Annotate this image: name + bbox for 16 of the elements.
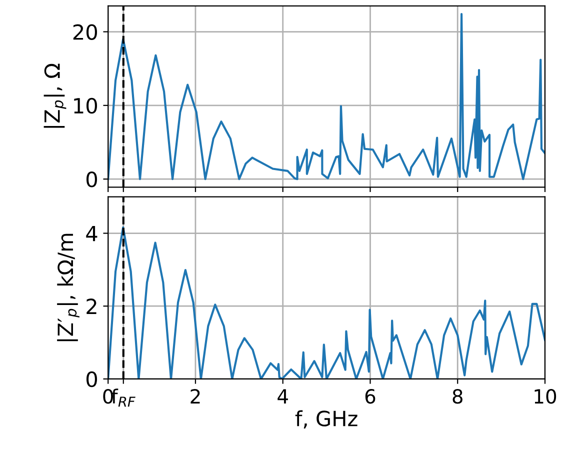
x-tick-label: 2 <box>190 389 200 404</box>
y-axis-title: |Z′$_{p}$|, kΩ/m <box>57 234 80 342</box>
x-tick-label: 6 <box>365 389 376 404</box>
x-tick-label: 10 <box>534 389 556 404</box>
x-tick-label: 8 <box>452 389 462 404</box>
y-tick-label: 0 <box>86 172 97 188</box>
x-tick-label: 0 <box>103 389 113 404</box>
y-tick-label: 0 <box>86 371 97 388</box>
y-tick-label: 10 <box>74 98 97 114</box>
x-tick-label: 4 <box>278 389 288 404</box>
y-tick-label: 4 <box>86 226 98 242</box>
x-axis-title: f, GHz <box>295 410 358 429</box>
y-tick-label: 2 <box>86 298 96 314</box>
x-tick-label: f$_{RF}$ <box>111 388 136 407</box>
y-axis-title: |Z$_{p}$|, Ω <box>44 64 66 128</box>
y-tick-label: 20 <box>73 24 97 40</box>
